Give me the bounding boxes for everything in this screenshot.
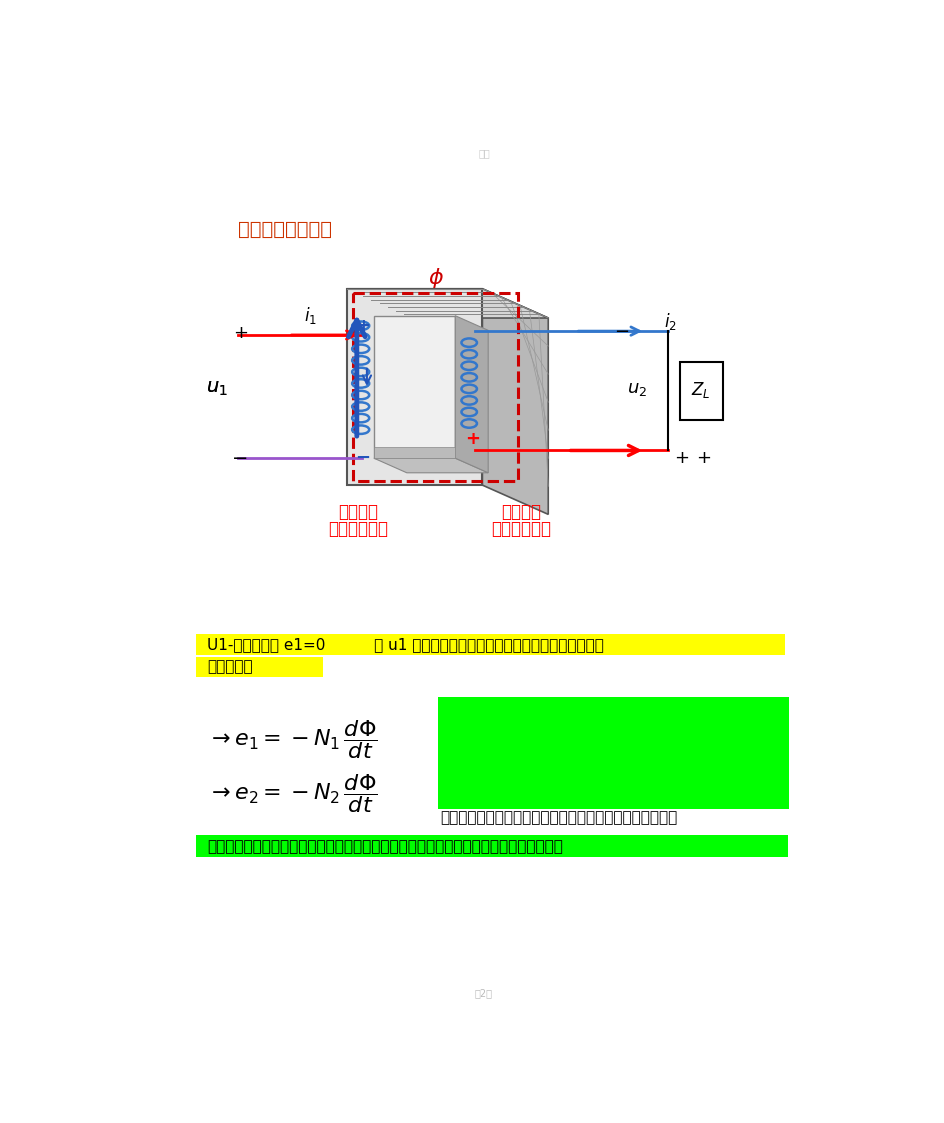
Text: 正方向一样: 正方向一样 xyxy=(207,659,253,674)
Text: $i_2$: $i_2$ xyxy=(664,311,677,331)
Bar xyxy=(346,289,481,485)
Polygon shape xyxy=(455,316,488,473)
Text: $u_1$: $u_1$ xyxy=(206,380,228,399)
Text: −: − xyxy=(614,323,629,341)
Text: $Z_L$: $Z_L$ xyxy=(690,381,710,401)
Bar xyxy=(195,836,787,857)
Polygon shape xyxy=(374,458,488,473)
Text: 这个式子只能说明，电动势的方向和电流的方向是相反的，: 这个式子只能说明，电动势的方向和电流的方向是相反的， xyxy=(440,810,677,825)
Bar xyxy=(352,293,517,482)
Text: +: + xyxy=(695,449,710,467)
Text: $u_1$: $u_1$ xyxy=(206,380,228,399)
Text: 第2页: 第2页 xyxy=(475,988,493,998)
Bar xyxy=(374,447,455,458)
Text: U1-感应电动势 e1=0          则 u1 等于感应电动势，说明感应电动势方向都和选的: U1-感应电动势 e1=0 则 u1 等于感应电动势，说明感应电动势方向都和选的 xyxy=(207,637,603,652)
Text: 阻碍磁通向下: 阻碍磁通向下 xyxy=(328,520,388,538)
Text: 磁通向上: 磁通向上 xyxy=(338,503,378,521)
Text: $\phi$: $\phi$ xyxy=(427,265,443,290)
Bar xyxy=(374,316,455,458)
Bar xyxy=(438,697,787,809)
Polygon shape xyxy=(481,289,548,514)
Text: +: + xyxy=(233,325,248,343)
Polygon shape xyxy=(346,289,548,318)
Bar xyxy=(195,657,323,677)
Bar xyxy=(680,362,722,420)
Text: $u_2$: $u_2$ xyxy=(627,380,647,398)
Text: 电压方向：正到负: 电压方向：正到负 xyxy=(238,219,332,238)
Text: 磁通向下: 磁通向下 xyxy=(500,503,541,521)
Text: −: − xyxy=(355,449,370,467)
Text: 不能说明和磁通的方向相反（磁通的方向是向上的，电动势方向是线圈的方向，和电流方: 不能说明和磁通的方向相反（磁通的方向是向上的，电动势方向是线圈的方向，和电流方 xyxy=(207,839,563,853)
Bar xyxy=(195,633,784,656)
Text: +: + xyxy=(465,430,480,448)
Text: +: + xyxy=(356,317,369,335)
Text: $i_1$: $i_1$ xyxy=(304,304,316,326)
Text: $\rightarrow e_1 = -N_1\,\dfrac{d\Phi}{dt}$: $\rightarrow e_1 = -N_1\,\dfrac{d\Phi}{d… xyxy=(207,718,378,760)
Text: 阻碍磁通向上: 阻碍磁通向上 xyxy=(491,520,550,538)
Text: 编辑: 编辑 xyxy=(478,148,489,158)
Text: $\rightarrow e_2 = -N_2\,\dfrac{d\Phi}{dt}$: $\rightarrow e_2 = -N_2\,\dfrac{d\Phi}{d… xyxy=(207,772,378,814)
Text: −: − xyxy=(232,449,248,467)
Text: +: + xyxy=(673,449,688,467)
